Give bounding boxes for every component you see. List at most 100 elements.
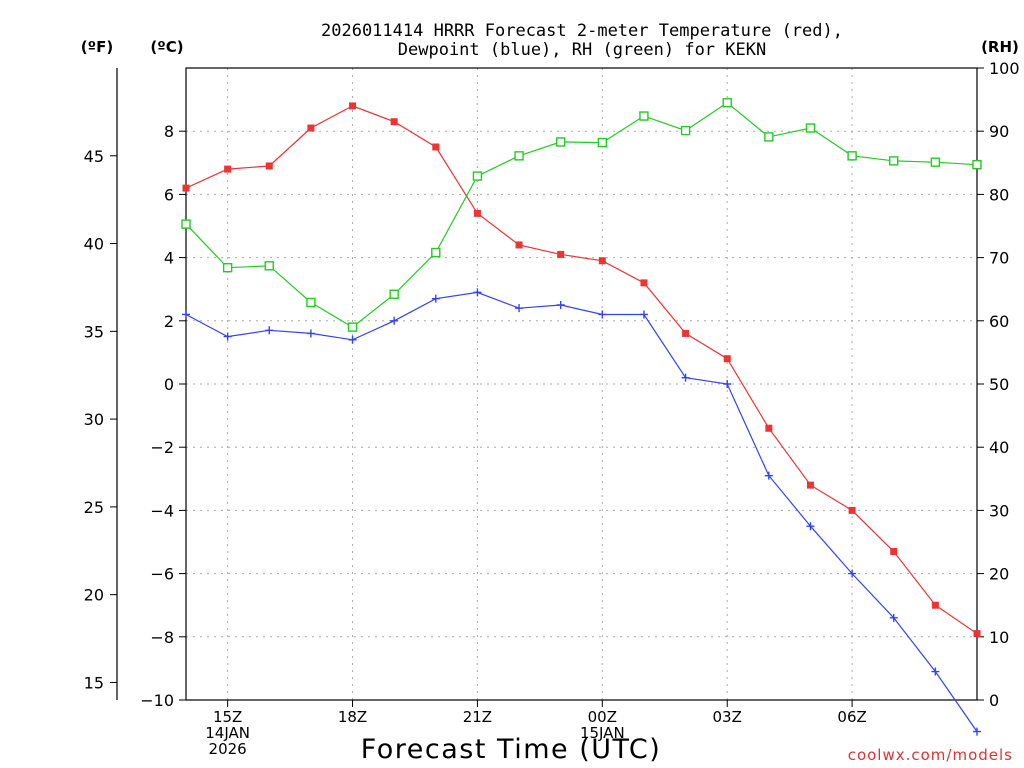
celsius-tick-label: 6 xyxy=(164,185,174,204)
dewpoint-marker xyxy=(598,310,607,319)
rh-marker xyxy=(472,171,483,181)
temperature-marker xyxy=(307,124,315,132)
rh-tick-label: 70 xyxy=(989,249,1009,268)
x-tick-label: 18Z xyxy=(338,708,367,726)
dewpoint-marker xyxy=(848,569,857,578)
rh-tick-label: 20 xyxy=(989,565,1009,584)
x-axis-title: Forecast Time (UTC) xyxy=(361,734,662,765)
x-tick-label: 2026 xyxy=(209,740,247,758)
celsius-tick-label: 0 xyxy=(164,375,174,394)
celsius-tick-label: −6 xyxy=(150,565,174,584)
fahrenheit-tick-label: 40 xyxy=(84,235,104,254)
rh-marker xyxy=(306,297,316,308)
rh-tick-label: 60 xyxy=(989,312,1009,331)
fahrenheit-tick-label: 25 xyxy=(84,498,104,517)
rh-marker xyxy=(722,98,732,108)
data-series xyxy=(181,98,982,736)
dewpoint-marker xyxy=(515,304,524,313)
chart-title-line-2: Dewpoint (blue), RH (green) for KEKN xyxy=(398,40,766,60)
rh-marker xyxy=(514,151,524,161)
celsius-tick-label: −2 xyxy=(150,438,174,457)
temperature-marker xyxy=(765,424,773,432)
fahrenheit-tick-label: 30 xyxy=(84,410,104,429)
fahrenheit-unit-label: (ºF) xyxy=(81,38,113,56)
rh-tick-label: 0 xyxy=(989,691,999,710)
dewpoint-marker xyxy=(973,727,981,736)
celsius-tick-label: −8 xyxy=(150,628,174,647)
dewpoint-marker xyxy=(265,326,274,335)
temperature-marker xyxy=(224,165,232,173)
temperature-marker xyxy=(640,279,648,287)
temperature-marker xyxy=(723,355,731,363)
rh-tick-label: 50 xyxy=(989,375,1009,394)
rh-marker xyxy=(597,137,608,148)
temperature-marker xyxy=(598,257,606,265)
rh-tick-label: 40 xyxy=(989,438,1009,457)
rh-tick-label: 80 xyxy=(989,185,1009,204)
temperature-marker xyxy=(349,102,357,110)
x-tick-label: 15JAN xyxy=(580,724,625,742)
rh-marker xyxy=(764,132,774,142)
x-tick-label: 21Z xyxy=(463,708,492,726)
dewpoint-marker xyxy=(931,667,940,676)
temperature-marker xyxy=(390,118,398,126)
temperature-marker xyxy=(473,209,481,217)
rh-tick-label: 90 xyxy=(989,122,1009,141)
dewpoint-marker xyxy=(764,471,773,480)
rh-marker xyxy=(264,261,274,271)
temperature-marker xyxy=(432,143,440,151)
rh-marker xyxy=(555,137,566,147)
dewpoint-marker xyxy=(889,613,898,622)
chart-title-line-1: 2026011414 HRRR Forecast 2-meter Tempera… xyxy=(321,21,843,41)
temperature-marker xyxy=(557,250,565,258)
dewpoint-marker xyxy=(556,301,565,309)
rh-marker xyxy=(847,151,857,161)
temperature-marker xyxy=(515,241,523,249)
rh-marker xyxy=(431,247,441,258)
celsius-tick-label: −4 xyxy=(150,501,174,520)
rh-unit-label: (RH) xyxy=(981,38,1019,56)
x-tick-label: 03Z xyxy=(713,708,742,726)
celsius-tick-label: −10 xyxy=(140,691,174,710)
rh-marker xyxy=(639,111,649,121)
dewpoint-marker xyxy=(431,294,440,303)
temperature-marker xyxy=(890,547,898,555)
rh-marker xyxy=(680,125,691,136)
temperature-marker xyxy=(682,329,690,337)
x-tick-label: 14JAN xyxy=(205,724,250,742)
rh-marker xyxy=(889,156,899,166)
fahrenheit-tick-label: 45 xyxy=(84,147,104,166)
dewpoint-marker xyxy=(348,335,357,344)
fahrenheit-tick-label: 20 xyxy=(84,586,104,605)
celsius-unit-label: (ºC) xyxy=(150,38,183,56)
rh-marker xyxy=(389,289,399,299)
dewpoint-marker xyxy=(223,332,232,341)
dewpoint-marker xyxy=(182,310,190,319)
rh-marker xyxy=(972,159,982,170)
rh-marker xyxy=(222,263,233,273)
celsius-tick-label: 4 xyxy=(164,249,174,268)
credit-text: coolwx.com/models xyxy=(848,746,1013,764)
temperature-marker xyxy=(973,630,981,638)
grid-lines xyxy=(186,68,977,700)
dewpoint-marker xyxy=(306,329,315,338)
temperature-marker xyxy=(806,481,814,489)
rh-tick-label: 10 xyxy=(989,628,1009,647)
dewpoint-marker xyxy=(639,310,648,319)
rh-tick-label: 100 xyxy=(989,59,1020,78)
temperature-marker xyxy=(931,601,939,609)
x-tick-label: 15Z xyxy=(213,708,242,726)
dewpoint-marker xyxy=(681,373,690,382)
celsius-tick-label: 2 xyxy=(164,312,174,331)
x-tick-label: 00Z xyxy=(588,708,617,726)
temperature-marker xyxy=(265,162,273,170)
rh-marker xyxy=(930,157,941,167)
dewpoint-marker xyxy=(473,288,482,297)
rh-marker xyxy=(805,123,816,133)
rh-line xyxy=(185,102,978,328)
dewpoint-marker xyxy=(723,380,732,388)
temperature-line xyxy=(185,105,978,635)
temperature-marker xyxy=(182,184,190,192)
dewpoint-line xyxy=(185,291,978,732)
